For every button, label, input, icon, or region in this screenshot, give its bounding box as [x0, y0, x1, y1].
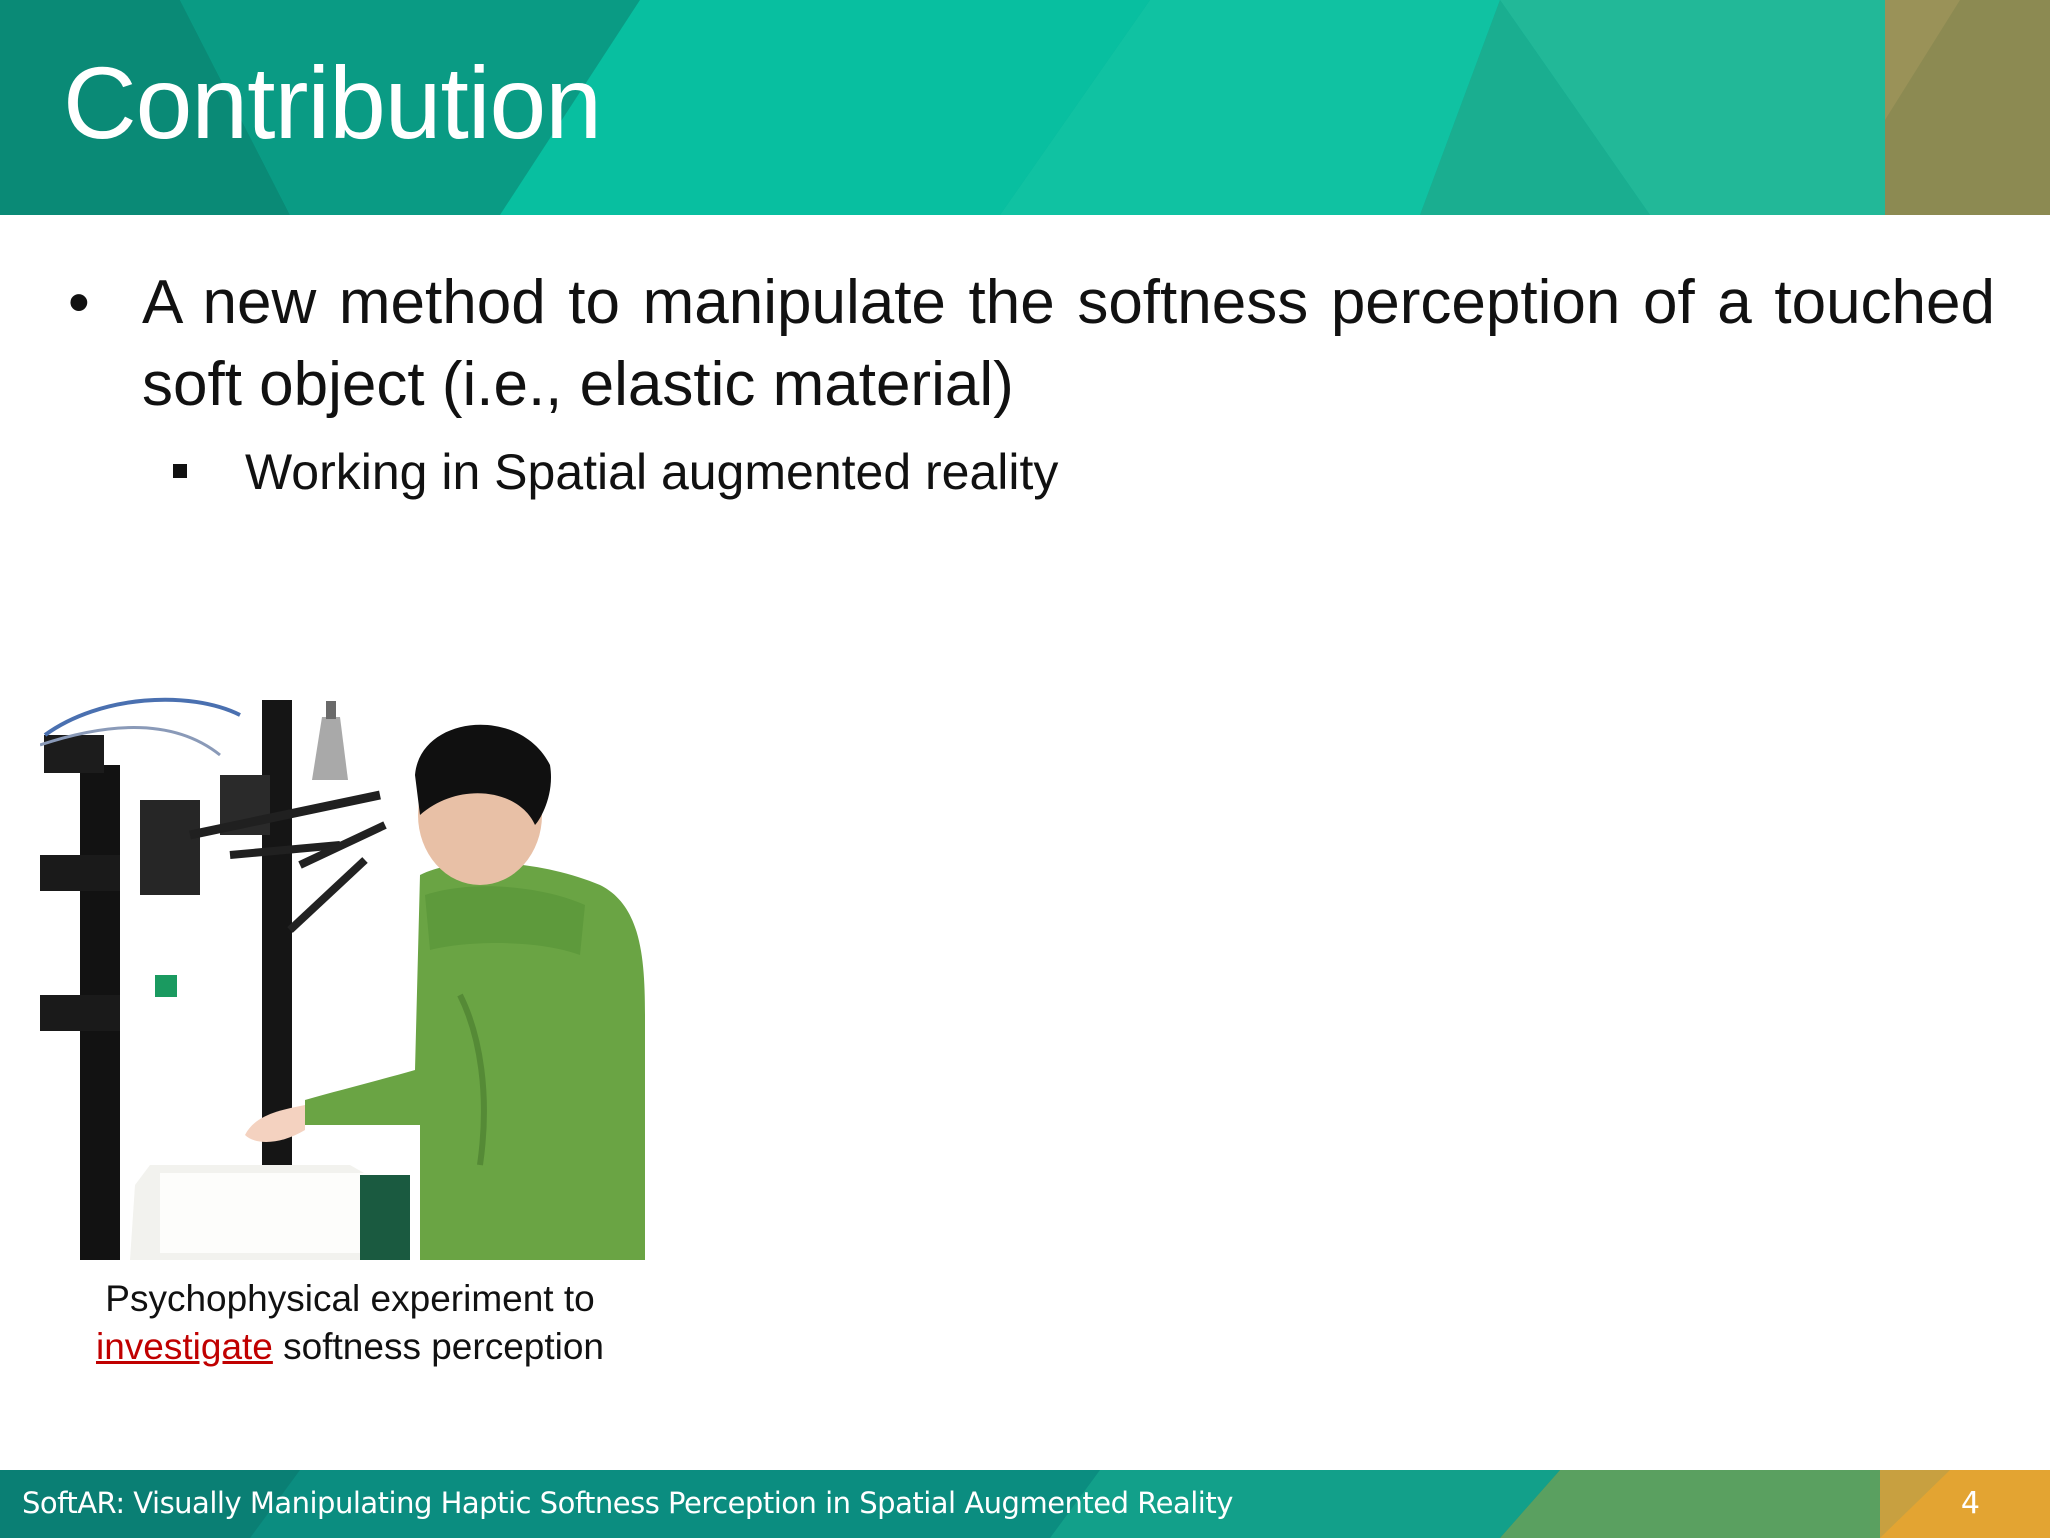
- slide-title: Contribution: [63, 46, 602, 160]
- header-background-graphic: [0, 0, 2050, 215]
- bullet-dot-icon: •: [68, 268, 90, 337]
- bullet-list: • A new method to manipulate the softnes…: [60, 262, 1995, 502]
- sub-list-item: Working in Spatial augmented reality: [60, 442, 1995, 502]
- footer-title: SoftAR: Visually Manipulating Haptic Sof…: [22, 1486, 1233, 1520]
- caption-rest: softness perception: [272, 1326, 605, 1367]
- experiment-illustration: [39, 697, 645, 1260]
- figure-caption: Psychophysical experiment to investigate…: [40, 1275, 660, 1371]
- caption-line-2: investigate softness perception: [40, 1323, 660, 1371]
- investigate-link[interactable]: investigate: [95, 1326, 273, 1367]
- page-number: 4: [1960, 1486, 1980, 1521]
- bullet-text: A new method to manipulate the softness …: [142, 268, 1995, 419]
- footer-bar: SoftAR: Visually Manipulating Haptic Sof…: [0, 1470, 2050, 1538]
- header-banner: Contribution: [0, 0, 2050, 215]
- experiment-photo: [39, 695, 655, 1260]
- footer-background-graphic: [0, 1470, 2050, 1538]
- sub-bullet-text: Working in Spatial augmented reality: [245, 444, 1059, 500]
- list-item: • A new method to manipulate the softnes…: [60, 262, 1995, 426]
- caption-line-1: Psychophysical experiment to: [105, 1278, 595, 1319]
- square-bullet-icon: [173, 464, 187, 478]
